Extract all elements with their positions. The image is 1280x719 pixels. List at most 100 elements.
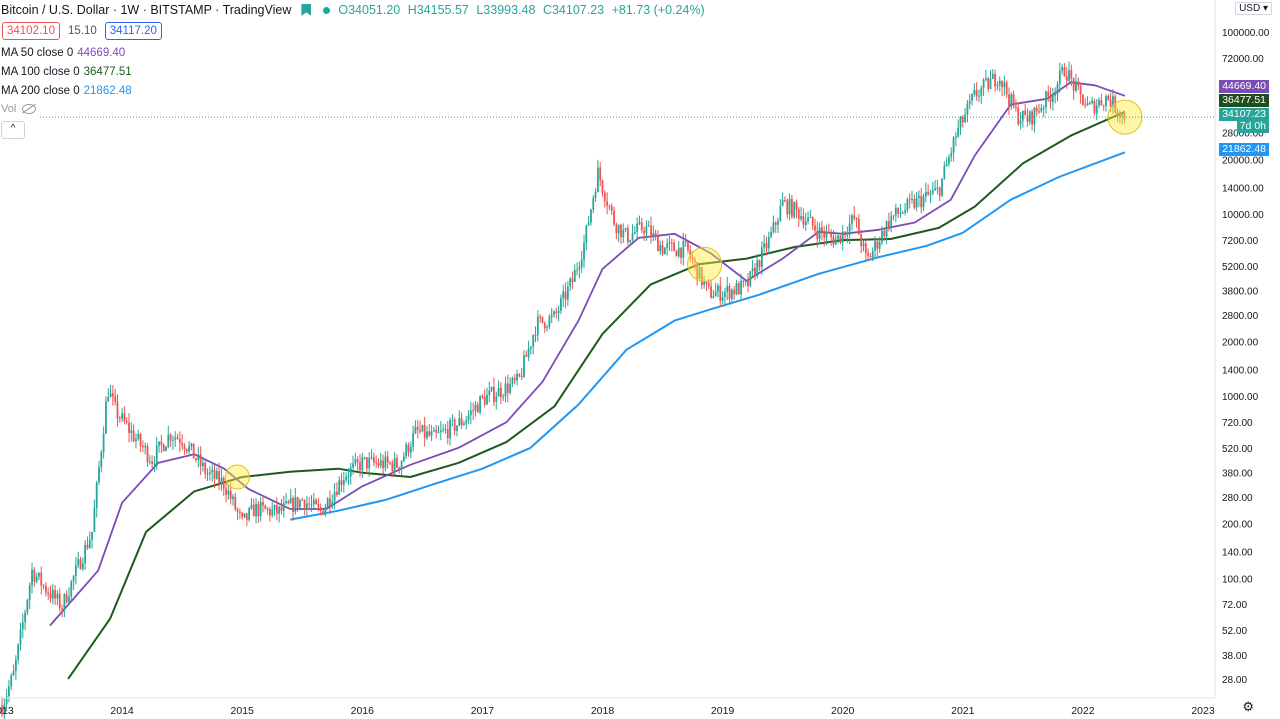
volume-legend[interactable]: Vol [1,103,37,115]
candle-body [680,247,682,258]
candle-body [645,226,648,234]
candle-body [869,256,872,258]
price-tick-label: 28.00 [1222,675,1247,686]
candle-body [560,298,562,311]
candle-body [442,429,445,431]
candle-body [754,267,756,277]
candle-body [148,461,151,463]
candle-body [1035,107,1038,112]
candle-body [573,270,576,282]
candle-body [185,449,188,452]
price-tick-label: 38.00 [1222,651,1247,662]
candle-body [906,199,909,211]
candle-body [811,216,814,226]
candle-body [610,206,613,211]
candle-body [287,501,290,504]
symbol-title[interactable]: Bitcoin / U.S. Dollar · 1W · BITSTAMP · … [1,3,292,17]
candle-body [109,393,112,397]
candle-body [114,396,117,402]
candle-body [17,644,20,660]
candle-body [1079,85,1082,95]
candle-body [781,200,784,207]
candle-body [1026,115,1029,122]
candle-body [657,235,659,252]
candle-body [54,589,57,599]
candle-body [1001,80,1003,88]
candle-body [349,467,352,477]
time-tick-label: 2020 [831,705,855,717]
candle-body [555,311,558,314]
price-tick-label: 5200.00 [1222,262,1259,273]
candle-body [677,247,680,257]
price-tick-label: 52.00 [1222,626,1247,637]
candle-body [10,675,13,687]
candle-body [523,355,525,377]
ask-button[interactable]: 34117.20 [104,22,162,40]
candle-body [340,480,343,485]
ma100-legend[interactable]: MA 100 close 0 36477.51 [1,66,132,78]
candle-body [178,439,181,443]
candle-body [989,78,992,89]
candle-body [49,594,52,599]
candle-body [310,504,313,506]
flag-icon[interactable] [301,4,312,16]
candle-body [670,242,673,244]
candle-body [188,446,190,452]
candle-body [123,413,126,422]
candle-body [546,326,548,329]
gear-icon[interactable]: ⚙ [1242,699,1254,714]
candle-body [763,243,766,248]
candle-body [116,401,119,419]
candle-body [33,569,36,582]
candle-body [911,199,913,201]
candle-body [158,441,160,446]
candle-body [901,212,904,214]
candle-body [772,222,775,233]
candle-body [576,269,578,271]
candle-body [978,95,980,97]
candle-body [767,236,770,249]
candle-body [594,191,597,198]
ma50-price-badge: 44669.40 [1219,80,1269,93]
candle-body [760,247,763,268]
candle-body [215,471,218,479]
candle-body [183,445,186,450]
ma50-legend[interactable]: MA 50 close 0 44669.40 [1,47,125,59]
candle-body [550,314,553,317]
candle-body [44,585,47,593]
candle-body [1054,94,1057,96]
candle-body [747,280,749,287]
candle-body [483,396,486,405]
candle-body [195,458,197,461]
time-tick-label: 2015 [231,705,255,717]
ma200-path [290,151,1126,521]
candle-body [347,476,350,478]
currency-selector[interactable]: USD ▾ [1235,2,1272,15]
candle-body [941,178,943,196]
candle-body [627,228,629,242]
candle-body [465,420,468,424]
bid-button[interactable]: 34102.10 [2,22,60,40]
close-value: C34107.23 [542,3,605,17]
candle-body [241,512,244,517]
candle-body [663,247,666,255]
candle-body [456,425,458,432]
hidden-eye-icon[interactable] [22,104,37,114]
candle-body [1075,81,1077,91]
candle-body [379,460,382,466]
candle-body [162,444,165,452]
candle-body [396,458,398,468]
time-tick-label: 2023 [1191,705,1215,717]
change-value: +81.73 (+0.24%) [611,3,705,17]
ma200-legend[interactable]: MA 200 close 0 21862.48 [1,85,132,97]
price-tick-label: 20000.00 [1222,155,1264,166]
candle-body [894,207,897,216]
candle-body [964,114,967,123]
candle-body [502,396,505,398]
candle-body [553,311,555,315]
collapse-legend-button[interactable]: ^ [1,121,25,139]
candle-body [208,472,211,474]
candle-body [770,232,773,237]
candle-body [42,585,45,587]
